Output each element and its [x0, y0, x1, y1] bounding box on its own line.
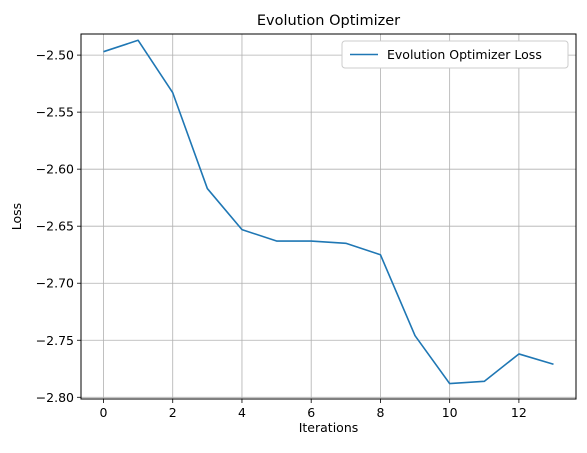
x-tick-label: 0 [100, 405, 108, 420]
legend: Evolution Optimizer Loss [342, 41, 568, 68]
plot-frame [81, 34, 576, 399]
x-tick-label: 8 [376, 405, 384, 420]
y-tick-label: −2.55 [36, 105, 74, 120]
series-line [104, 40, 554, 383]
y-axis-ticks: −2.80 −2.75 −2.70 −2.65 −2.60 −2.55 −2.50 [36, 48, 81, 405]
grid [81, 34, 576, 399]
y-tick-label: −2.70 [36, 276, 74, 291]
x-tick-label: 6 [307, 405, 315, 420]
y-tick-label: −2.65 [36, 219, 74, 234]
y-axis-label: Loss [9, 203, 24, 230]
x-tick-label: 2 [169, 405, 177, 420]
x-tick-label: 10 [442, 405, 458, 420]
y-tick-label: −2.75 [36, 333, 74, 348]
y-tick-label: −2.50 [36, 48, 74, 63]
series-layer [103, 40, 553, 383]
x-tick-label: 4 [238, 405, 246, 420]
chart-title: Evolution Optimizer [257, 13, 400, 29]
x-axis-label: Iterations [299, 420, 359, 435]
legend-label: Evolution Optimizer Loss [387, 47, 542, 62]
y-tick-label: −2.60 [36, 162, 74, 177]
x-tick-label: 12 [511, 405, 527, 420]
y-tick-label: −2.80 [36, 390, 74, 405]
x-axis-ticks: 0 2 4 6 8 10 12 [100, 399, 527, 420]
